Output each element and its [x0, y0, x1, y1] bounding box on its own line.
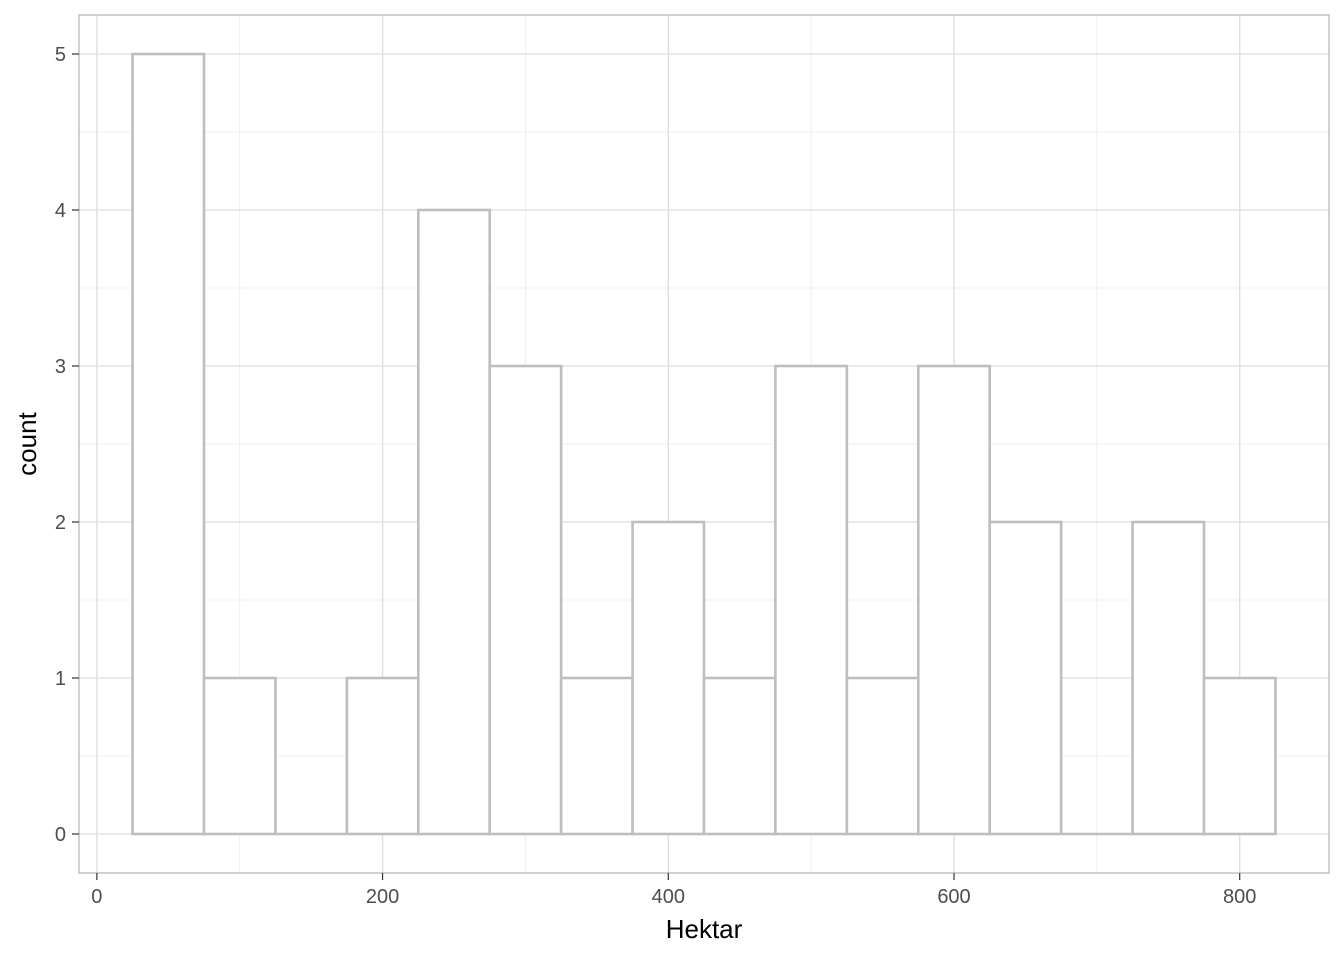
x-tick-label: 400 — [652, 886, 685, 908]
x-tick-label: 200 — [366, 886, 399, 908]
x-axis-title: Hektar — [666, 914, 743, 944]
panel-border — [78, 14, 1330, 874]
y-tick-label: 1 — [55, 668, 66, 690]
histogram-bar — [131, 52, 206, 836]
y-tick-label: 2 — [55, 512, 66, 534]
x-tick-label: 600 — [937, 886, 970, 908]
x-tick-label: 0 — [91, 886, 102, 908]
y-tick-label: 0 — [55, 824, 66, 846]
histogram-bar — [916, 364, 992, 836]
histogram-bar — [345, 676, 420, 836]
histogram-bar — [774, 364, 849, 836]
histogram-bar — [202, 676, 277, 836]
histogram-bars — [131, 52, 1277, 836]
y-tick-label: 3 — [55, 356, 66, 378]
y-axis-ticks: 0 1 2 3 4 5 — [55, 44, 79, 846]
y-tick-label: 5 — [55, 44, 66, 66]
histogram-bar — [416, 208, 492, 836]
x-axis-ticks: 0 200 400 600 800 — [91, 873, 1256, 908]
histogram-bar — [559, 676, 634, 836]
histogram-bar — [631, 520, 706, 836]
histogram-bar — [1202, 676, 1277, 836]
y-axis-title: count — [12, 411, 42, 475]
histogram-bar — [1131, 520, 1206, 836]
histogram-bar — [845, 676, 920, 836]
x-tick-label: 800 — [1223, 886, 1256, 908]
histogram-bar — [702, 676, 777, 836]
histogram-bar — [488, 364, 563, 836]
histogram-bar — [988, 520, 1063, 836]
y-tick-label: 4 — [55, 200, 66, 222]
